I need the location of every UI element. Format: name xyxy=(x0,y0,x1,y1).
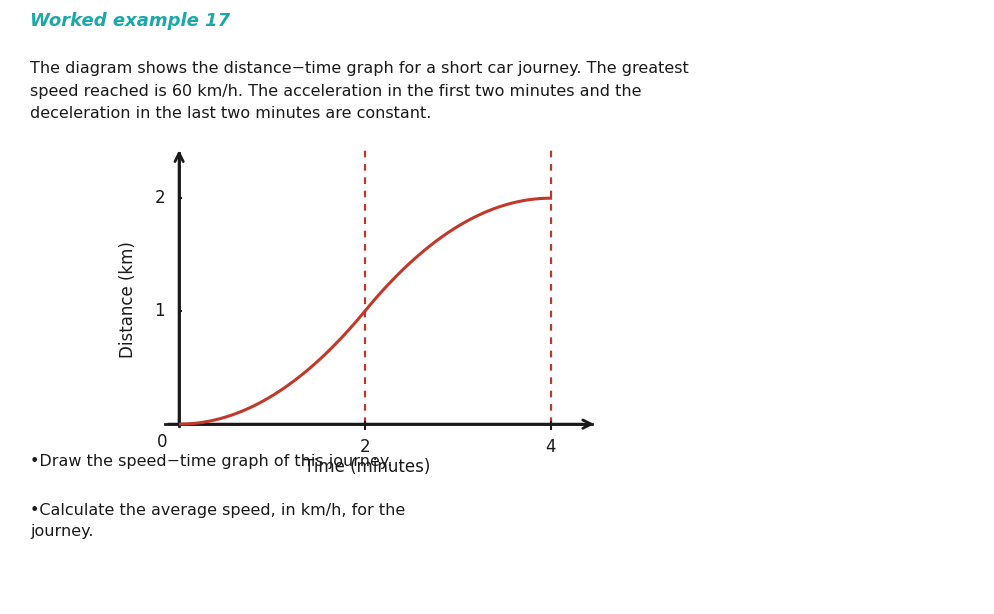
Text: The diagram shows the distance−time graph for a short car journey. The greatest
: The diagram shows the distance−time grap… xyxy=(30,61,688,121)
Text: •Calculate the average speed, in km/h, for the
journey.: •Calculate the average speed, in km/h, f… xyxy=(30,503,405,540)
Text: 2: 2 xyxy=(154,189,165,207)
Text: 4: 4 xyxy=(545,438,556,456)
Text: Distance (km): Distance (km) xyxy=(119,241,137,358)
Text: •Draw the speed−time graph of this journey.: •Draw the speed−time graph of this journ… xyxy=(30,454,392,469)
Text: 0: 0 xyxy=(157,433,167,451)
Text: Worked example 17: Worked example 17 xyxy=(30,12,230,30)
Text: Time (minutes): Time (minutes) xyxy=(303,458,430,476)
Text: 2: 2 xyxy=(359,438,370,456)
Text: 1: 1 xyxy=(154,302,165,320)
